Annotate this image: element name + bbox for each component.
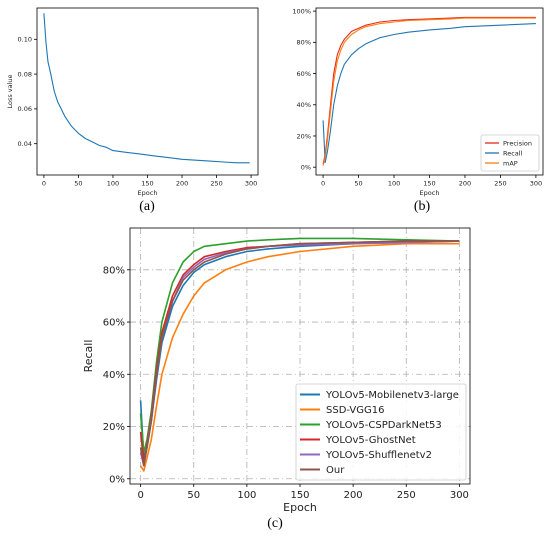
y-tick-label: 60% xyxy=(297,70,311,78)
series-line-our xyxy=(139,240,460,467)
series-line-1 xyxy=(43,13,250,164)
y-tick-label: 0.04 xyxy=(18,140,32,148)
series-group xyxy=(322,16,536,166)
x-tick-label: 250 xyxy=(210,180,222,188)
series-group xyxy=(139,237,460,472)
x-axis-label: Epoch xyxy=(283,501,317,514)
y-tick-label: 80% xyxy=(297,39,311,47)
legend-label: SSD-VGG16 xyxy=(326,405,384,416)
y-tick-label: 60% xyxy=(103,318,125,329)
legend-label: YOLOv5-Mobilenetv3-large xyxy=(325,390,459,401)
x-tick-label: 300 xyxy=(450,490,469,501)
legend: YOLOv5-Mobilenetv3-large SSD-VGG16 YOLOv5-… xyxy=(295,383,467,481)
x-tick-label: 50 xyxy=(354,180,362,188)
x-tick-label: 200 xyxy=(344,490,363,501)
x-tick-label: 150 xyxy=(141,180,153,188)
x-tick-label: 0 xyxy=(137,490,143,501)
y-tick-label: 0.06 xyxy=(18,105,32,113)
y-tick-label: 40% xyxy=(297,101,311,109)
series-line-map xyxy=(322,17,536,166)
legend-label: Precision xyxy=(503,139,532,147)
series-line-precision xyxy=(322,16,536,165)
y-tick-label: 0% xyxy=(109,474,125,485)
panel-caption: (a) xyxy=(139,199,155,214)
x-tick-label: 300 xyxy=(530,180,542,188)
legend-box xyxy=(480,134,540,172)
y-tick-label: 0.08 xyxy=(18,70,32,78)
chart-panel-3: 0 50 100 150 200 250 300 0% 20% 40% 60% 80% Epoch Rec… xyxy=(82,227,471,531)
x-tick-label: 300 xyxy=(245,180,257,188)
series-line-recall xyxy=(322,23,536,164)
x-tick-label: 200 xyxy=(459,180,471,188)
x-tick-label: 250 xyxy=(397,490,416,501)
x-tick-label: 250 xyxy=(494,180,506,188)
x-tick-label: 0 xyxy=(321,180,325,188)
panel-caption: (b) xyxy=(414,199,431,214)
x-tick-label: 100 xyxy=(237,490,256,501)
legend-label: YOLOv5-GhostNet xyxy=(325,435,416,446)
legend-label: YOLOv5-Shufflenetv2 xyxy=(325,450,432,461)
x-tick-label: 0 xyxy=(42,180,46,188)
y-tick-label: 20% xyxy=(103,422,125,433)
x-tick-label: 150 xyxy=(290,490,309,501)
y-tick-label: 80% xyxy=(103,265,125,276)
panel-caption: (c) xyxy=(267,516,283,531)
chart-panel-1: 0 50 100 150 200 250 300 0.04 0.06 0.08 0.10 Epoch L… xyxy=(6,7,259,214)
x-axis-label: Epoch xyxy=(138,189,158,197)
x-tick-label: 50 xyxy=(187,490,200,501)
y-axis-label: Recall xyxy=(82,340,95,373)
series-group xyxy=(43,13,250,164)
x-tick-label: 200 xyxy=(176,180,188,188)
y-axis-label: Loss value xyxy=(6,74,14,108)
chart-panel-2: 0 50 100 150 200 250 300 0% 20% 40% 60% 80% 100% Epoc… xyxy=(292,7,544,214)
legend-box xyxy=(295,383,467,481)
series-line-ssd-vgg16 xyxy=(139,242,460,472)
legend-label: Recall xyxy=(503,149,523,157)
y-tick-label: 100% xyxy=(292,7,311,15)
legend-label: YOLOv5-CSPDarkNet53 xyxy=(325,420,442,431)
y-tick-label: 20% xyxy=(297,132,311,140)
y-tick-label: 0% xyxy=(301,163,311,171)
y-tick-label: 0.10 xyxy=(18,36,32,44)
x-tick-label: 50 xyxy=(74,180,82,188)
x-tick-label: 100 xyxy=(388,180,400,188)
x-axis-label: Epoch xyxy=(420,189,440,197)
legend-label: Our xyxy=(326,465,345,476)
y-tick-label: 40% xyxy=(103,370,125,381)
legend-label: mAP xyxy=(503,159,518,167)
legend: Precision Recall mAP xyxy=(480,134,540,172)
axes-frame xyxy=(36,7,259,176)
x-tick-label: 100 xyxy=(107,180,119,188)
x-tick-label: 150 xyxy=(423,180,435,188)
